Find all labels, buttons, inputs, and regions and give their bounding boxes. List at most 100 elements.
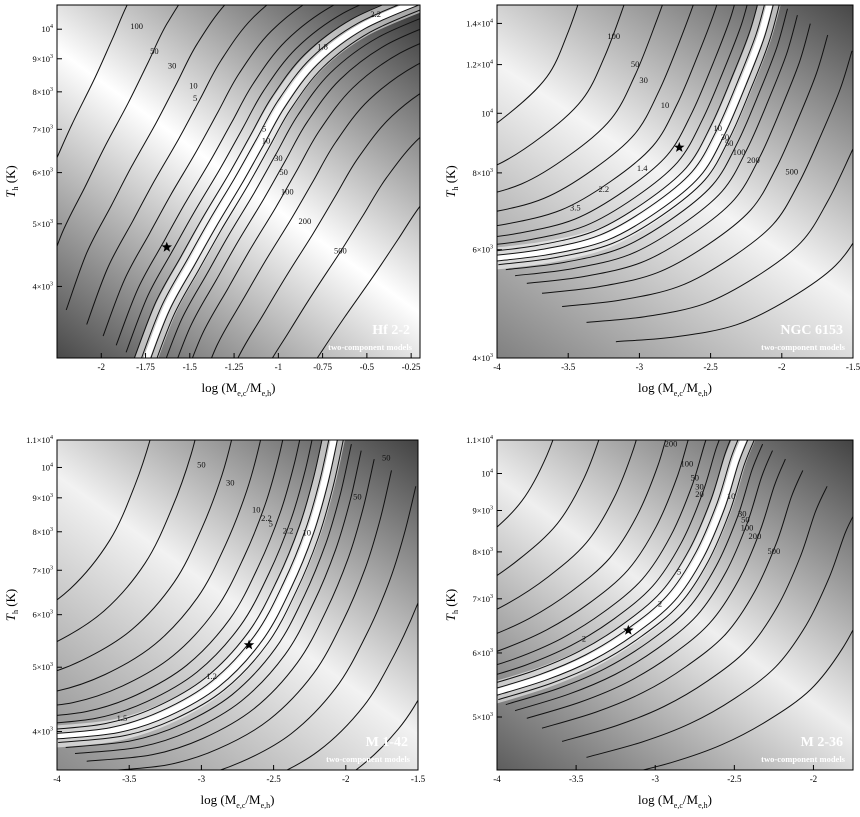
y-axis-label: Th (K)	[443, 165, 460, 198]
contour-line	[586, 515, 853, 758]
contour-line	[515, 14, 798, 277]
y-tick-label: 6×103	[472, 245, 493, 255]
best-fit-star	[243, 639, 255, 650]
x-tick-label: -2	[98, 362, 106, 372]
contour-line	[58, 440, 344, 743]
y-tick-label: 4×103	[32, 727, 53, 737]
model-label: two-component models	[328, 342, 413, 352]
x-tick-label: -3	[198, 774, 206, 784]
contour-line	[109, 470, 392, 770]
y-tick-label: 4×103	[32, 281, 53, 291]
contour-label: 2	[582, 633, 586, 643]
contour-label: 500	[768, 546, 781, 556]
plot-frame	[56, 4, 421, 359]
contour-label: 500	[785, 167, 798, 177]
contour-line	[497, 5, 718, 227]
contour-line	[497, 5, 663, 193]
model-label: two-component models	[326, 754, 411, 764]
contour-label: 50	[382, 452, 391, 462]
contour-line	[316, 205, 420, 358]
contour-line	[497, 5, 694, 212]
x-tick-label: -2	[810, 774, 818, 784]
contour-line	[65, 5, 226, 311]
contour-line	[210, 62, 420, 358]
contour-line	[219, 486, 417, 770]
contour-label: 50	[725, 138, 734, 148]
best-fit-star	[674, 141, 685, 152]
x-tick-label: -3	[651, 774, 659, 784]
contour-line	[497, 440, 689, 652]
y-tick-label: 6×103	[32, 610, 53, 620]
contour-line	[74, 450, 362, 754]
contour-line	[286, 601, 418, 770]
contour-label: 200	[665, 438, 678, 448]
x-tick-label: -3	[636, 362, 644, 372]
valley-core	[57, 440, 337, 740]
contour-line	[586, 147, 853, 323]
contour-label: 1.4	[637, 163, 648, 173]
y-axis-label: Th (K)	[443, 589, 460, 622]
x-tick-label: -1.5	[411, 774, 426, 784]
contour-line	[57, 440, 338, 740]
contour-line	[514, 450, 773, 712]
x-axis-label: log (Me,c/Me,h)	[201, 792, 275, 810]
y-tick-label: 6×103	[32, 168, 53, 178]
contour-line	[86, 5, 268, 325]
contour-line	[497, 440, 749, 696]
plot-frame	[496, 4, 854, 359]
contour-line	[57, 5, 180, 248]
model-label: two-component models	[761, 342, 846, 352]
best-fit-star	[161, 241, 172, 252]
contour-label: 30	[738, 508, 747, 518]
contour-line	[355, 699, 418, 770]
x-tick-label: -4	[493, 362, 501, 372]
valley-core	[497, 440, 747, 696]
contour-line	[505, 8, 788, 271]
contour-line	[141, 5, 400, 358]
contour-label: 5	[269, 518, 273, 528]
y-tick-label: 1.4×104	[466, 18, 493, 28]
x-tick-label: -0.25	[402, 362, 421, 372]
contour-line	[497, 5, 625, 166]
contour-label: 50	[197, 459, 206, 469]
contour-label: 3.5	[570, 202, 581, 212]
contour-label: 100	[741, 523, 754, 533]
contour-line	[271, 136, 420, 358]
contour-line	[498, 5, 780, 266]
contour-line	[86, 458, 375, 762]
y-tick-label: 9×103	[32, 493, 53, 503]
x-axis-label: log (Me,c/Me,h)	[638, 380, 712, 398]
x-tick-label: -1	[275, 362, 283, 372]
y-tick-label: 104	[482, 468, 494, 478]
object-label: Hf 2-2	[372, 323, 410, 338]
contour-line	[191, 42, 420, 358]
contour-label: 30	[639, 75, 648, 85]
x-tick-label: -1.75	[136, 362, 155, 372]
contour-line	[165, 18, 420, 358]
y-tick-label: 7×103	[32, 124, 53, 134]
valley-core	[143, 5, 418, 358]
chi-square-map	[57, 440, 418, 770]
plot-frame	[56, 439, 419, 771]
contour-line	[133, 5, 384, 358]
contour-label: 100	[733, 147, 746, 157]
y-tick-label: 6×103	[472, 648, 493, 658]
contour-line	[497, 440, 667, 634]
contour-label: 10	[189, 80, 198, 90]
contour-line	[497, 5, 735, 238]
contour-label: 30	[695, 482, 704, 492]
contour-label: 2	[658, 598, 662, 608]
y-tick-label: 9×103	[32, 54, 53, 64]
x-axis-label: log (Me,c/Me,h)	[638, 792, 712, 810]
contour-label: 2.2	[598, 184, 609, 194]
contour-line	[65, 443, 352, 748]
contour-label: 20	[695, 489, 704, 499]
contour-line	[57, 440, 262, 692]
y-axis-label: Th (K)	[3, 589, 20, 622]
valley-core	[497, 5, 773, 262]
